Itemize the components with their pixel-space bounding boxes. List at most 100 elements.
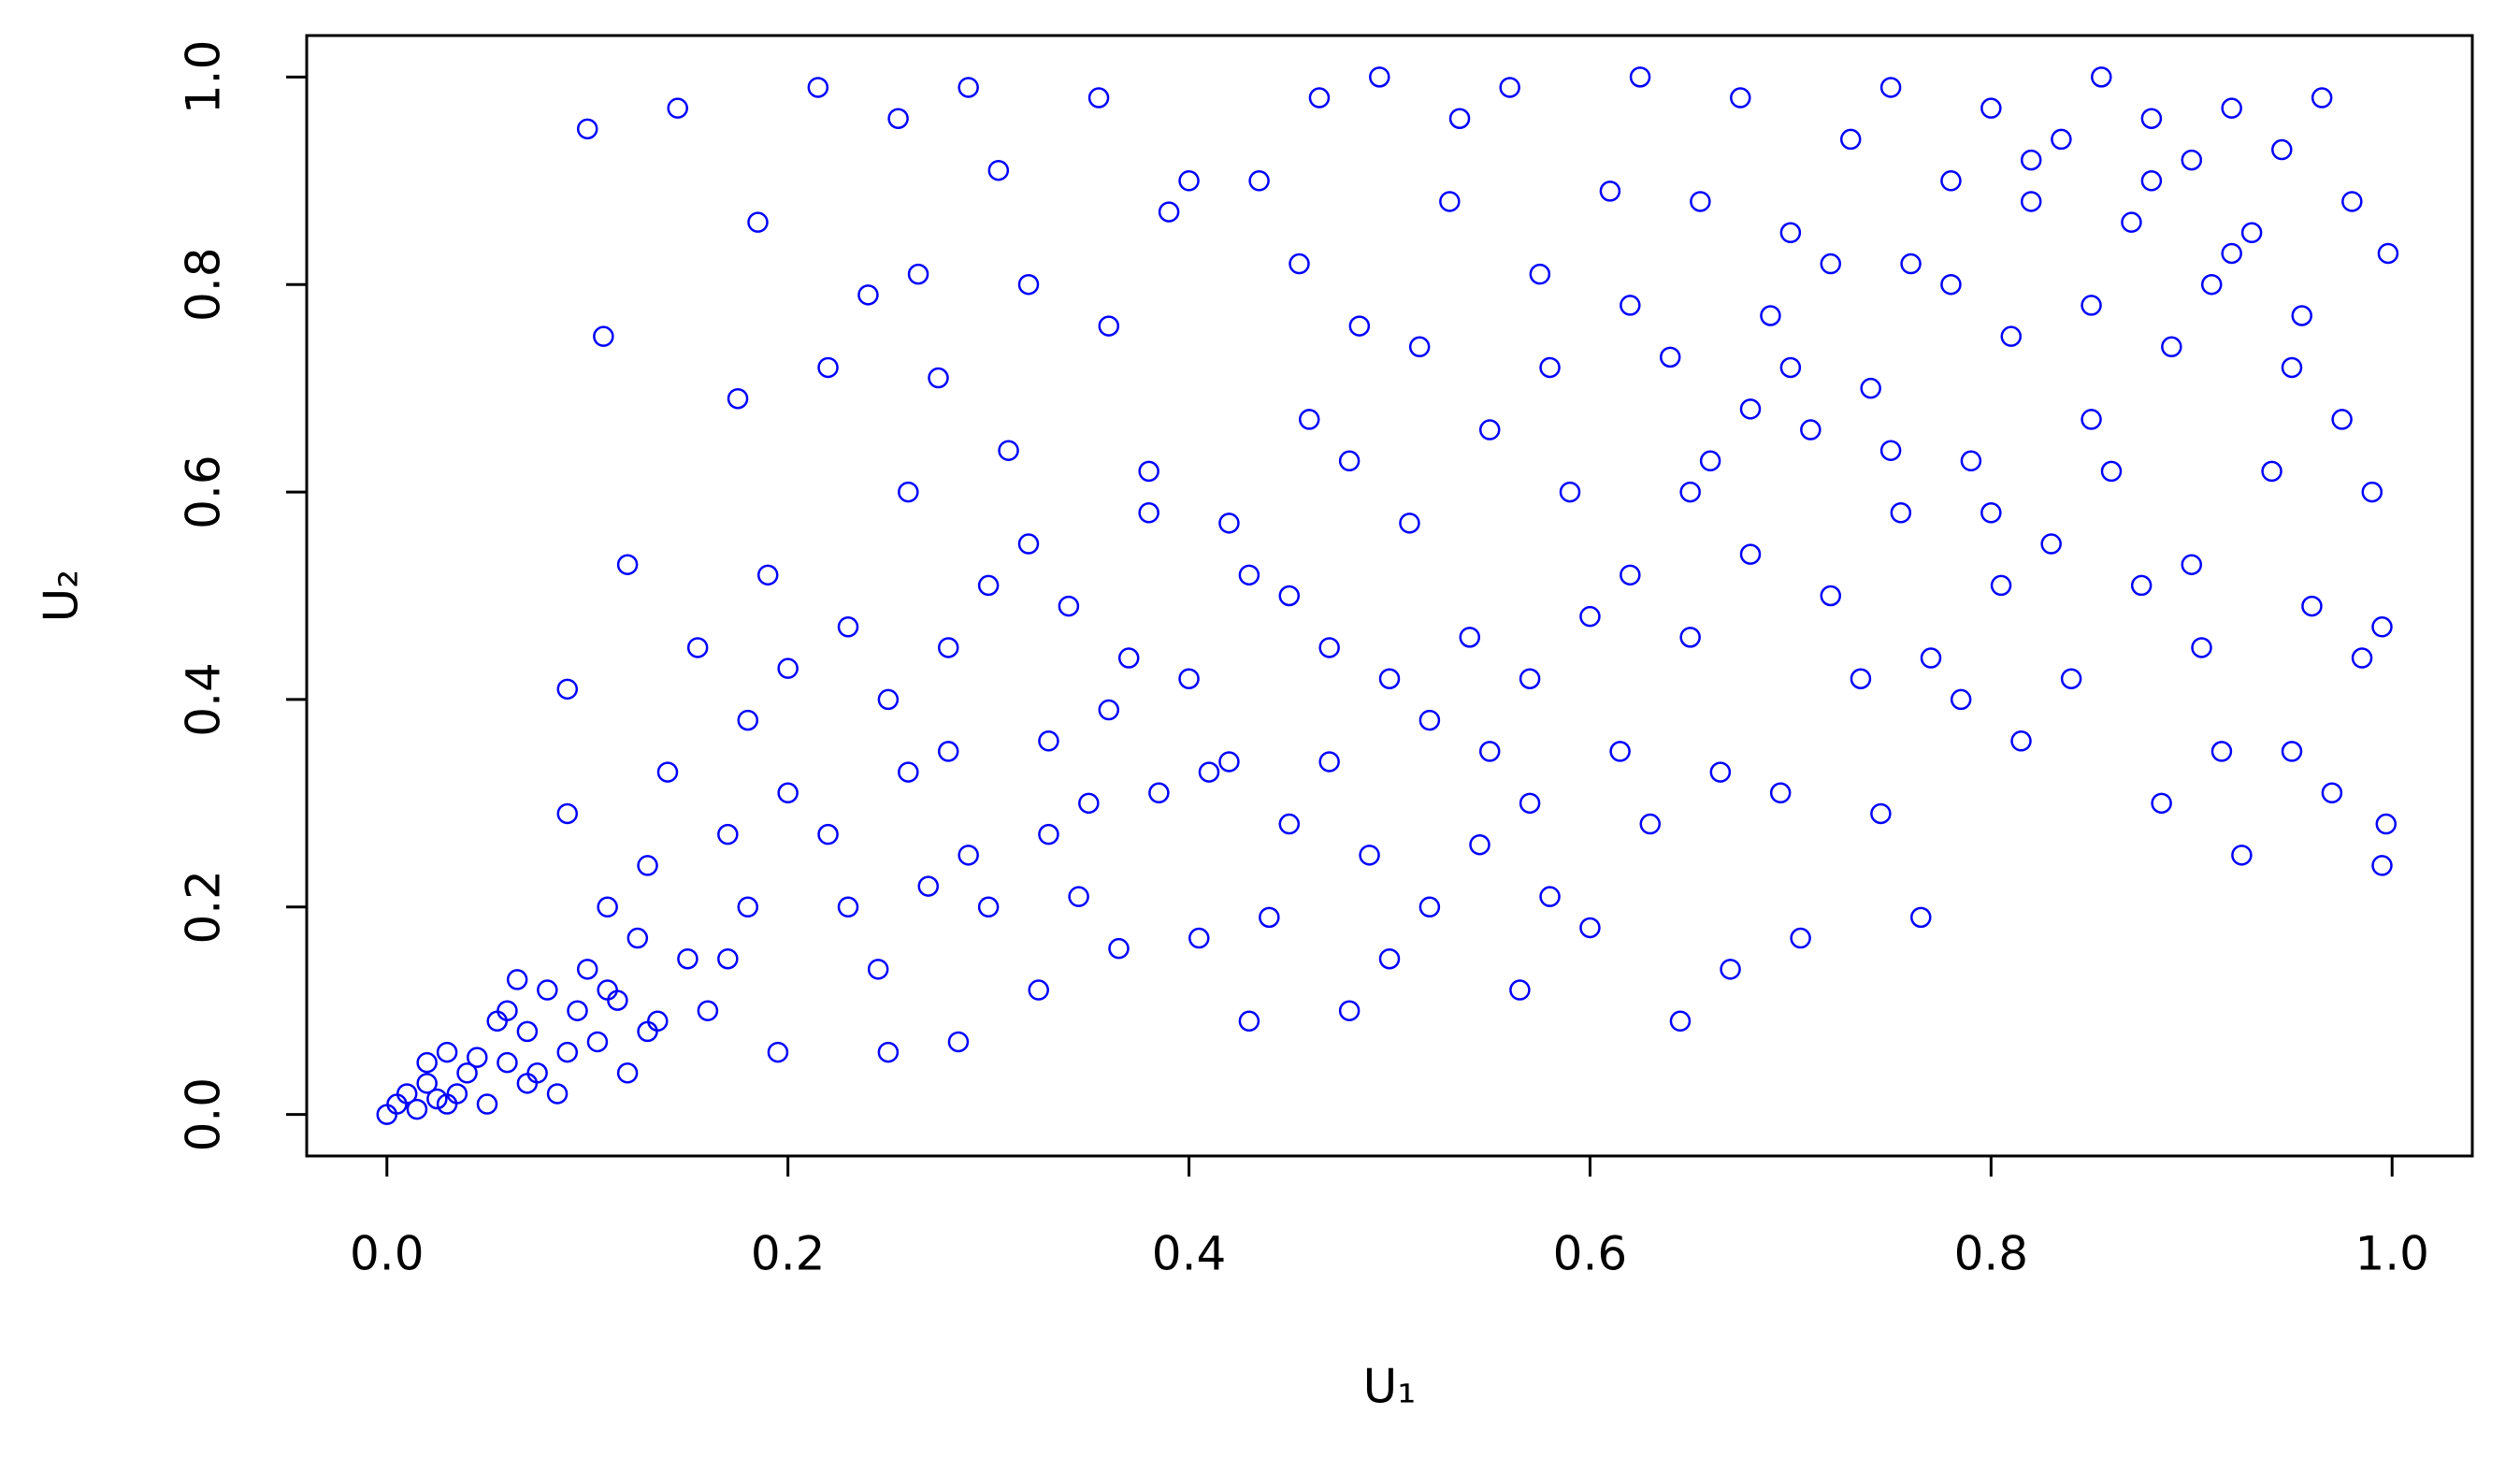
point — [1108, 937, 1130, 960]
point — [497, 1051, 518, 1074]
point — [1579, 917, 1601, 939]
point — [1078, 792, 1100, 815]
point — [626, 927, 649, 949]
point — [937, 741, 959, 762]
point — [1980, 502, 2002, 524]
point — [1559, 481, 1581, 503]
point — [1298, 409, 1320, 430]
point — [1098, 315, 1120, 337]
point — [977, 896, 1000, 918]
point — [2240, 222, 2263, 244]
point — [1679, 481, 1701, 503]
point — [516, 1073, 539, 1094]
point — [1730, 87, 1751, 108]
point — [1259, 906, 1280, 929]
point — [1890, 502, 1912, 524]
point — [686, 637, 709, 658]
point — [2375, 813, 2398, 835]
point — [1318, 637, 1340, 658]
point — [2140, 108, 2163, 129]
point — [1218, 751, 1240, 773]
point — [697, 1000, 719, 1021]
point — [1900, 253, 1922, 275]
point — [958, 845, 979, 866]
point — [1769, 782, 1792, 804]
point — [2271, 138, 2293, 161]
point — [2091, 66, 2112, 88]
point — [1068, 886, 1089, 907]
y-tick-label: 0.8 — [177, 247, 231, 322]
point — [898, 481, 919, 503]
point — [2081, 295, 2102, 316]
point — [1920, 647, 1942, 669]
point — [2291, 305, 2312, 326]
point — [837, 616, 859, 638]
x-tick-label: 1.0 — [2354, 1227, 2429, 1281]
point — [2020, 149, 2042, 171]
point — [1629, 66, 1651, 88]
point — [737, 896, 759, 918]
point — [2100, 460, 2123, 483]
point — [546, 1083, 569, 1105]
point — [1098, 699, 1120, 721]
point — [767, 1041, 789, 1063]
point — [1739, 398, 1762, 420]
point — [446, 1083, 468, 1105]
point — [1028, 979, 1049, 1001]
point — [556, 802, 579, 825]
point — [2051, 128, 2072, 151]
point — [537, 979, 558, 1001]
x-tick-label: 0.0 — [350, 1227, 425, 1281]
point — [1940, 273, 1962, 296]
point — [1318, 751, 1340, 773]
point — [1669, 1010, 1692, 1033]
x-tick-label: 0.2 — [751, 1227, 826, 1281]
point — [616, 1062, 639, 1084]
point — [1408, 336, 1431, 358]
point — [467, 1047, 488, 1068]
point — [1378, 947, 1401, 970]
point — [576, 959, 598, 980]
point — [1238, 1010, 1260, 1033]
point — [416, 1051, 438, 1074]
point — [2181, 149, 2203, 171]
point — [1469, 833, 1490, 856]
point — [2081, 409, 2102, 430]
point — [2261, 460, 2282, 483]
point — [1760, 305, 1781, 326]
point — [597, 896, 618, 918]
point — [1378, 668, 1401, 689]
point — [1087, 87, 1110, 108]
point — [987, 159, 1010, 181]
point — [506, 969, 528, 990]
point — [1639, 813, 1662, 835]
point — [1017, 273, 1040, 296]
point — [1158, 201, 1180, 223]
point — [777, 782, 799, 804]
point — [2020, 191, 2042, 212]
point — [426, 1088, 448, 1110]
point — [2281, 356, 2303, 379]
point — [1820, 585, 1842, 607]
point — [1338, 1000, 1361, 1021]
point — [937, 637, 959, 658]
y-axis-label: U₂ — [35, 570, 89, 623]
point — [456, 1062, 478, 1084]
point — [637, 855, 658, 876]
point — [1860, 377, 1881, 399]
point — [1359, 845, 1380, 866]
point — [1418, 709, 1441, 731]
point — [486, 1010, 508, 1033]
x-tick-label: 0.4 — [1152, 1227, 1227, 1281]
point — [2121, 211, 2142, 233]
point — [928, 367, 949, 389]
point — [416, 1073, 438, 1094]
point — [1519, 668, 1541, 689]
point — [817, 356, 839, 379]
point — [1800, 419, 1822, 441]
point — [2377, 242, 2399, 265]
point — [2210, 741, 2233, 762]
point — [1278, 813, 1301, 835]
point — [2361, 481, 2383, 503]
point — [1198, 761, 1220, 783]
